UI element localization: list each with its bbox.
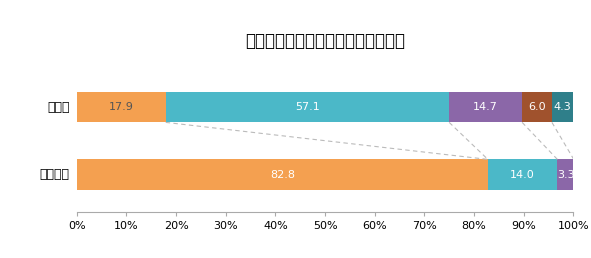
Bar — [522, 92, 552, 122]
Bar — [77, 92, 165, 122]
Text: 14.7: 14.7 — [473, 102, 498, 112]
Bar — [449, 92, 522, 122]
Text: 57.1: 57.1 — [295, 102, 320, 112]
Text: 17.9: 17.9 — [109, 102, 134, 112]
Bar — [557, 159, 574, 190]
Text: 4.3: 4.3 — [554, 102, 571, 112]
Bar — [77, 159, 488, 190]
Text: 6.0: 6.0 — [528, 102, 546, 112]
Text: 3.3: 3.3 — [557, 170, 574, 180]
Bar — [552, 92, 573, 122]
Title: 国内の自然災害の被害額と発生件数: 国内の自然災害の被害額と発生件数 — [245, 32, 405, 50]
Text: 発生件数: 発生件数 — [40, 168, 69, 181]
Text: 被害額: 被害額 — [47, 101, 69, 114]
Bar — [165, 92, 449, 122]
Text: 14.0: 14.0 — [510, 170, 535, 180]
Text: 82.8: 82.8 — [270, 170, 295, 180]
Bar — [488, 159, 557, 190]
